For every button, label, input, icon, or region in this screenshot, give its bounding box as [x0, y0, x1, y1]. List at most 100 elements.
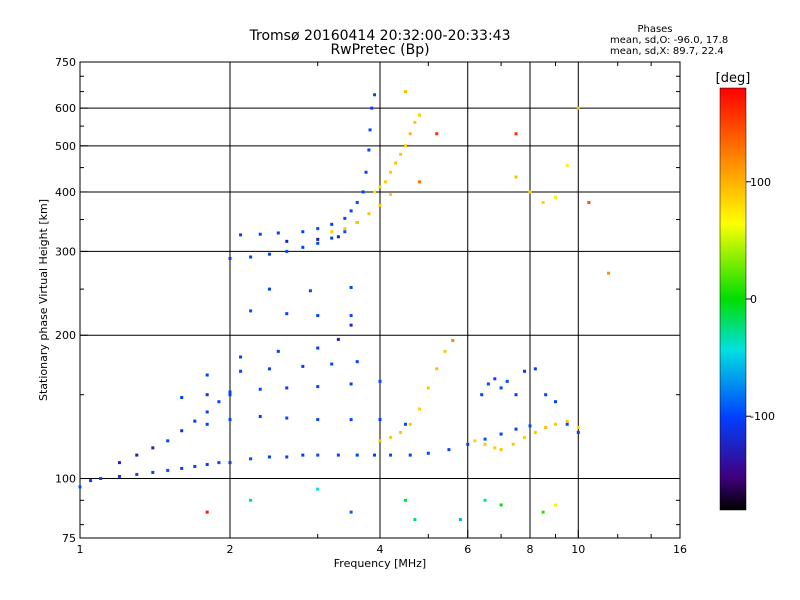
data-point — [499, 432, 503, 436]
data-point — [426, 451, 430, 455]
data-point — [349, 314, 353, 318]
data-point — [514, 175, 518, 179]
y-tick-label: 100 — [55, 473, 76, 486]
data-point — [239, 233, 243, 237]
data-point — [228, 418, 232, 422]
data-point — [301, 364, 305, 368]
data-point — [483, 442, 487, 446]
data-point — [205, 510, 209, 514]
data-point — [267, 252, 271, 256]
data-point — [523, 369, 527, 373]
data-point — [205, 373, 209, 377]
data-point — [378, 418, 382, 422]
phase-heading: Phases — [637, 24, 672, 35]
axis-ticks: 1 2 4 6 8 10 16 75 100 200 300 400 500 600 750 — [55, 56, 687, 556]
data-point — [378, 203, 382, 207]
data-point — [285, 312, 289, 316]
data-point — [135, 472, 139, 476]
x-tick-label: 1 — [77, 543, 84, 556]
data-point — [565, 422, 569, 426]
data-point — [258, 387, 262, 391]
colorbar: [deg] 100 0 -100 — [716, 71, 775, 511]
data-point — [180, 395, 184, 399]
data-point — [249, 457, 253, 461]
data-point — [458, 518, 462, 522]
data-point — [301, 245, 305, 249]
data-point — [316, 385, 320, 389]
data-point — [308, 289, 312, 293]
data-point — [330, 230, 334, 234]
data-point — [249, 255, 253, 259]
data-point — [553, 400, 557, 404]
data-point — [544, 393, 548, 397]
data-point — [408, 132, 412, 136]
data-point — [373, 453, 377, 457]
phase-x-summary: mean, sd,X: 89.7, 22.4 — [610, 46, 724, 57]
data-point — [370, 106, 374, 110]
y-axis-label: Stationary phase Virtual Height [km] — [37, 199, 50, 401]
chart-subtitle: RwPretec (Bp) — [330, 42, 429, 58]
data-point — [228, 393, 232, 397]
data-point — [285, 249, 289, 253]
data-point — [389, 435, 393, 439]
y-tick-label: 200 — [55, 329, 76, 342]
data-point — [399, 152, 403, 156]
data-point — [205, 422, 209, 426]
data-points — [78, 90, 611, 522]
data-point — [258, 232, 262, 236]
colorbar-tick-label: 100 — [750, 176, 771, 189]
data-point — [355, 221, 359, 225]
data-point — [607, 271, 611, 275]
data-point — [99, 477, 103, 481]
data-point — [368, 128, 372, 132]
data-point — [403, 144, 407, 148]
data-point — [417, 113, 421, 117]
data-point — [135, 453, 139, 457]
data-point — [205, 393, 209, 397]
data-point — [528, 190, 532, 194]
colorbar-tick-label: 0 — [750, 293, 757, 306]
x-tick-label: 4 — [377, 543, 384, 556]
data-point — [239, 369, 243, 373]
data-point — [180, 429, 184, 433]
x-tick-label: 2 — [227, 543, 234, 556]
data-point — [193, 419, 197, 423]
data-point — [389, 170, 393, 174]
data-point — [355, 360, 359, 364]
data-point — [349, 285, 353, 289]
data-point — [217, 400, 221, 404]
data-point — [151, 446, 155, 450]
data-point — [541, 510, 545, 514]
data-point — [258, 414, 262, 418]
data-point — [343, 227, 347, 231]
data-point — [78, 485, 82, 489]
data-point — [349, 209, 353, 213]
data-point — [417, 407, 421, 411]
data-point — [514, 393, 518, 397]
data-point — [316, 487, 320, 491]
data-point — [205, 463, 209, 467]
data-point — [565, 419, 569, 423]
data-point — [413, 120, 417, 124]
data-point — [435, 132, 439, 136]
data-point — [193, 464, 197, 468]
data-point — [408, 422, 412, 426]
data-point — [576, 430, 580, 434]
colorbar-ticks: 100 0 -100 — [746, 176, 775, 423]
data-point — [330, 236, 334, 240]
data-point — [403, 498, 407, 502]
data-point — [378, 379, 382, 383]
data-point — [435, 367, 439, 371]
data-point — [523, 435, 527, 439]
colorbar-tick-label: -100 — [750, 410, 775, 423]
data-point — [408, 453, 412, 457]
x-tick-label: 8 — [527, 543, 534, 556]
data-point — [383, 180, 387, 184]
data-point — [276, 231, 280, 235]
data-point — [349, 382, 353, 386]
y-tick-label: 600 — [55, 102, 76, 115]
data-point — [267, 455, 271, 459]
data-point — [285, 455, 289, 459]
data-point — [285, 239, 289, 243]
